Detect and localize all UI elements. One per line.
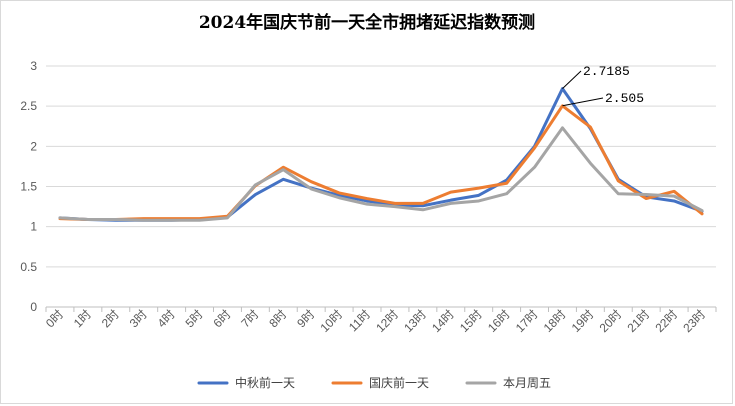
x-tick-label: 17时 bbox=[513, 307, 541, 335]
y-tick-label: 2.5 bbox=[20, 99, 37, 113]
legend-label: 国庆前一天 bbox=[369, 375, 429, 390]
y-tick-label: 2 bbox=[30, 139, 37, 153]
y-tick-label: 0 bbox=[30, 300, 37, 314]
y-tick-label: 1 bbox=[30, 220, 37, 234]
x-tick-label: 20时 bbox=[597, 307, 625, 335]
x-tick-label: 11时 bbox=[346, 307, 373, 334]
annotations: 2.7185 2.505 bbox=[562, 64, 644, 107]
x-tick-label: 12时 bbox=[373, 307, 401, 335]
legend-label: 本月周五 bbox=[503, 376, 551, 390]
x-tick-label: 14时 bbox=[429, 307, 457, 335]
gridlines bbox=[46, 65, 716, 268]
legend: 中秋前一天 国庆前一天 本月周五 bbox=[197, 375, 551, 390]
x-tick-label: 19时 bbox=[569, 307, 597, 335]
x-tick-label: 16时 bbox=[485, 307, 513, 335]
x-tick-label: 10时 bbox=[317, 307, 345, 335]
annotation-leader bbox=[562, 97, 604, 107]
data-label: 2.7185 bbox=[583, 64, 630, 79]
x-tick-label: 21时 bbox=[624, 307, 652, 335]
chart-title: 2024年国庆节前一天全市拥堵延迟指数预测 bbox=[199, 12, 535, 33]
series-line-2 bbox=[58, 104, 704, 221]
x-tick-label: 18时 bbox=[541, 307, 569, 335]
x-tick-label: 22时 bbox=[652, 307, 680, 335]
annotation-leader bbox=[562, 70, 582, 89]
data-label: 2.505 bbox=[605, 91, 644, 106]
x-tick-label: 13时 bbox=[401, 307, 429, 335]
x-tick-label: 23时 bbox=[680, 307, 708, 335]
legend-label: 中秋前一天 bbox=[235, 375, 295, 390]
y-tick-label: 1.5 bbox=[20, 180, 37, 194]
y-tick-label: 3 bbox=[30, 59, 37, 73]
series-line-3 bbox=[58, 126, 704, 222]
series-lines bbox=[58, 87, 704, 222]
y-tick-label: 0.5 bbox=[20, 260, 37, 274]
x-tick-label: 15时 bbox=[457, 307, 485, 335]
